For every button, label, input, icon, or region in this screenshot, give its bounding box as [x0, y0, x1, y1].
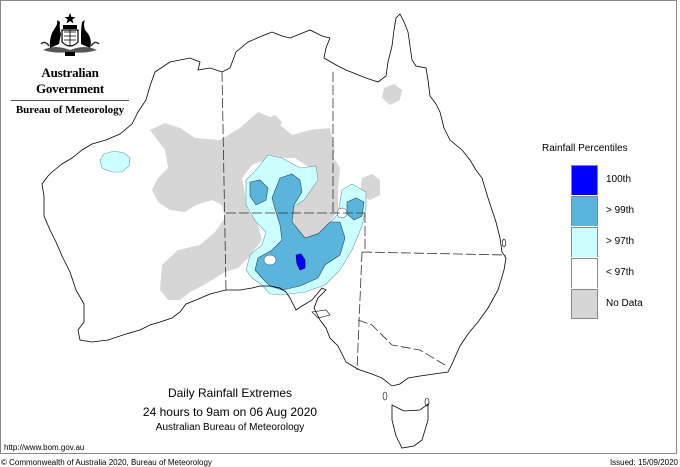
legend-swatch-below-97th	[571, 257, 598, 288]
no-data-region-wa-nt	[150, 112, 335, 300]
below97-hole	[263, 254, 277, 266]
p99-regions	[249, 173, 365, 291]
logo-divider	[11, 100, 129, 101]
map-source: Australian Bureau of Meteorology	[155, 422, 305, 433]
legend-label: < 97th	[606, 267, 635, 278]
fraser-island	[502, 238, 506, 248]
no-data-region-central	[282, 152, 340, 238]
border-qld-nsw	[361, 251, 507, 256]
p99-region-main	[254, 173, 346, 291]
logo-block: Australian Government Bureau of Meteorol…	[8, 10, 132, 116]
p99-region-west-lobe	[249, 179, 269, 206]
no-data-region-qld	[382, 84, 402, 105]
kangaroo-island	[311, 309, 331, 319]
legend-label: > 99th	[606, 205, 635, 216]
map-title: Daily Rainfall Extremes	[167, 386, 293, 400]
issued-date: Issued: 15/09/2020	[609, 458, 678, 467]
australia-coastline	[41, 13, 507, 387]
flinders-island	[424, 397, 430, 407]
legend-item-99th: > 99th	[542, 195, 672, 226]
legend-item-no-data: No Data	[542, 288, 672, 319]
legend-label: No Data	[606, 298, 643, 309]
legend-swatch-no-data	[571, 288, 598, 319]
bureau-name: Bureau of Meteorology	[15, 104, 125, 116]
border-nsw-vic	[357, 319, 446, 366]
bom-url-link[interactable]: http://www.bom.gov.au	[4, 443, 85, 452]
legend-label: 100th	[606, 174, 632, 185]
legend-swatch-99th	[571, 195, 598, 226]
coat-of-arms-icon	[40, 13, 100, 56]
state-borders	[221, 71, 507, 371]
government-name: Australian Government	[35, 65, 105, 96]
islands	[311, 238, 506, 407]
legend-swatch-97th	[571, 226, 598, 257]
legend-item-100th: 100th	[542, 164, 672, 195]
border-wa	[221, 71, 227, 291]
king-island	[382, 391, 388, 401]
copyright-text: © Commonwealth of Australia 2020, Bureau…	[1, 458, 212, 467]
legend-swatch-100th	[571, 164, 598, 195]
map-subtitle: 24 hours to 9am on 06 Aug 2020	[142, 405, 318, 419]
legend-title: Rainfall Percentiles	[542, 143, 628, 154]
p100-region	[295, 253, 306, 271]
no-data-regions	[150, 84, 402, 300]
tasmania-coastline	[391, 403, 429, 449]
legend-label: > 97th	[606, 236, 635, 247]
border-sa-nsw-vic	[356, 251, 363, 371]
no-data-region-center-top	[264, 115, 282, 130]
legend: Rainfall Percentiles 100th > 99th > 97th…	[542, 143, 672, 319]
p97-region-wa	[99, 150, 131, 173]
legend-item-below-97th: < 97th	[542, 257, 672, 288]
legend-item-97th: > 97th	[542, 226, 672, 257]
